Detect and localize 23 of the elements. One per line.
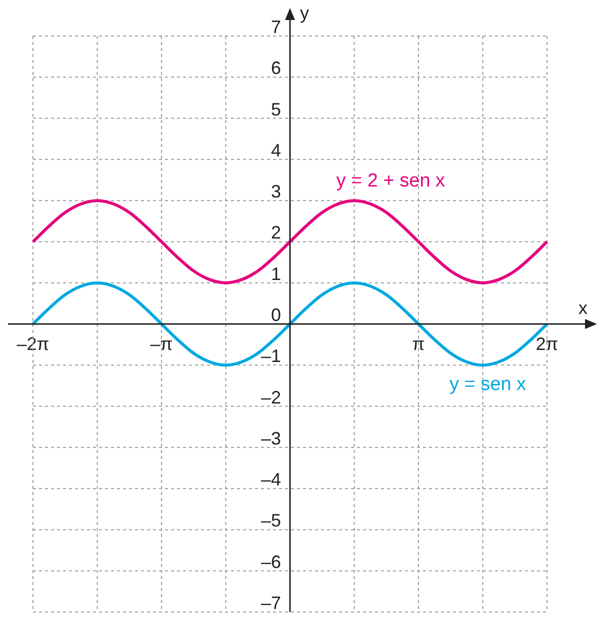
y-tick-label: 3 (270, 182, 281, 202)
series-label: y = 2 + sen x (336, 170, 446, 192)
y-tick-label: –4 (260, 470, 281, 490)
x-tick-label: 2π (536, 334, 558, 354)
y-tick-label: –3 (260, 428, 281, 448)
y-axis-title: y (300, 2, 309, 23)
x-tick-label: –2π (16, 334, 50, 354)
y-tick-label: –1 (260, 346, 281, 366)
y-tick-label: –2 (260, 387, 281, 408)
y-tick-label: –6 (260, 552, 281, 572)
y-tick-label: –7 (260, 592, 281, 613)
y-tick-label: 6 (270, 58, 281, 78)
x-tick-label: π (412, 334, 425, 354)
y-tick-label: 0 (270, 304, 281, 325)
y-tick-label: 2 (270, 222, 281, 243)
series-label: y = sen x (449, 374, 527, 395)
y-tick-label: 5 (270, 99, 281, 120)
x-axis-title: x (578, 298, 588, 318)
y-tick-label: –5 (260, 510, 281, 531)
y-tick-label: 7 (270, 16, 281, 37)
y-tick-label: 4 (270, 140, 281, 160)
x-tick-label: –π (150, 334, 173, 354)
y-tick-label: 1 (270, 264, 281, 284)
